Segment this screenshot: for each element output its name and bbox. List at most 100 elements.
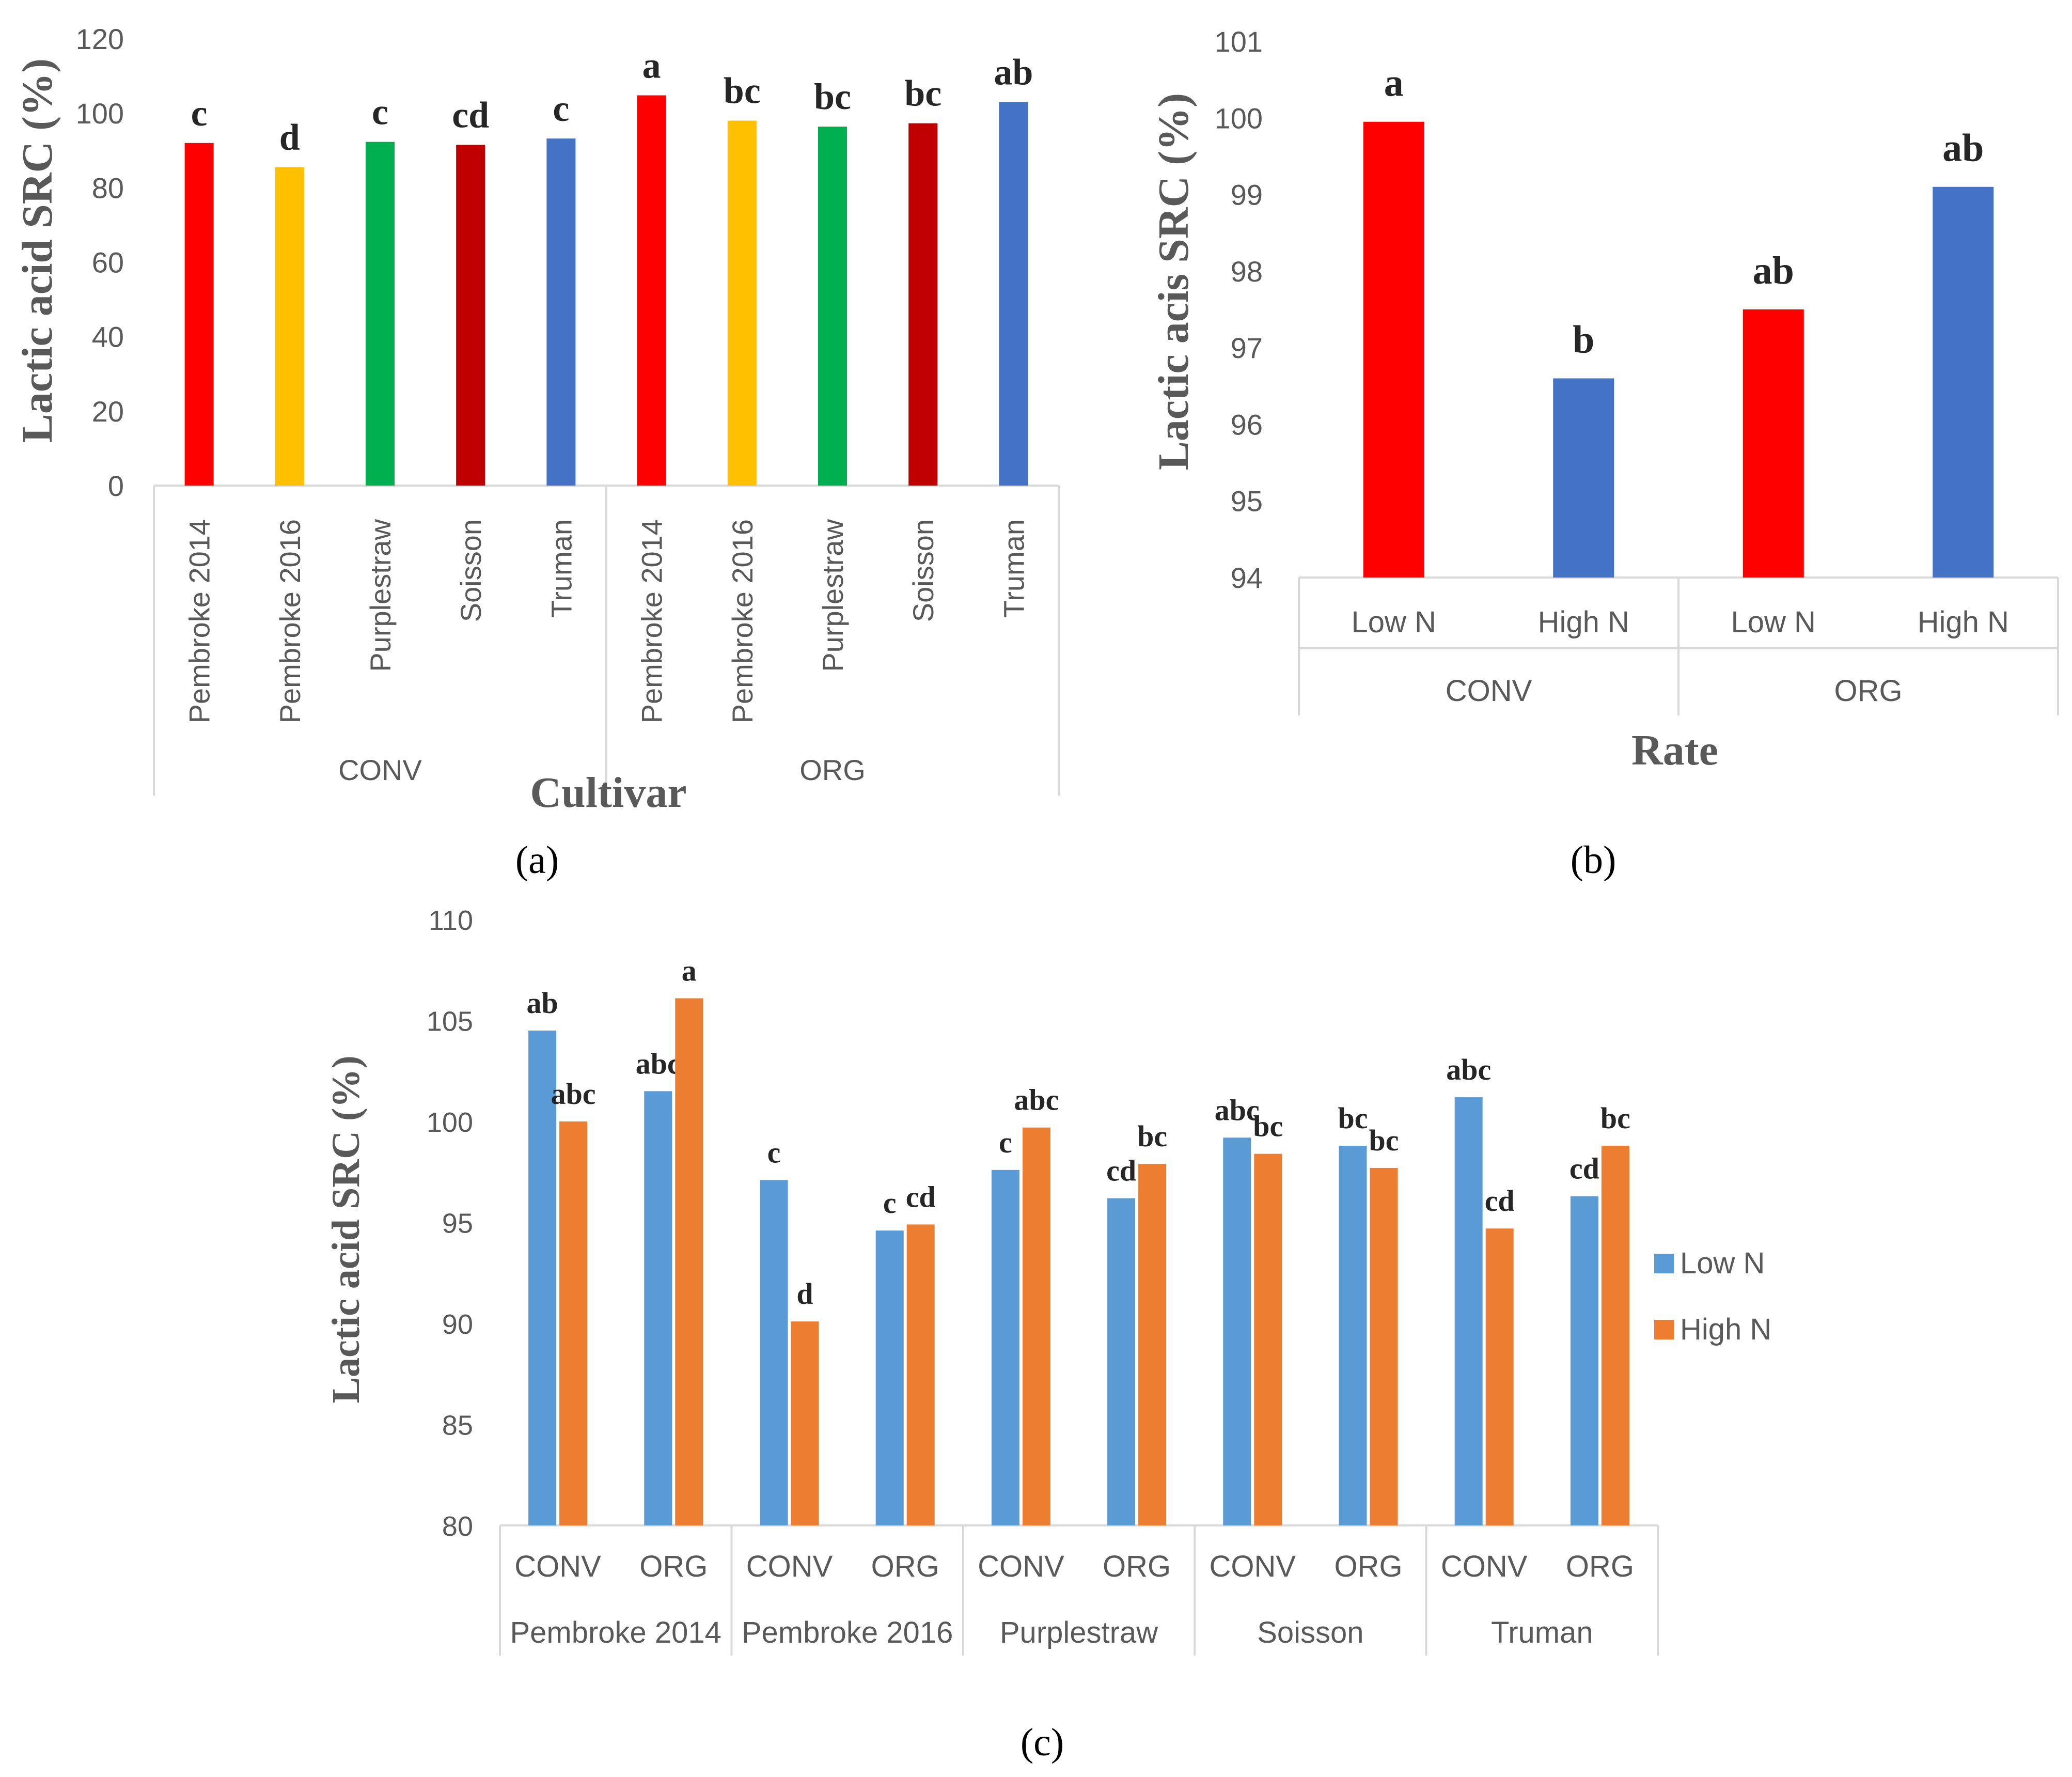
x-tick-label: ORG [1103, 1550, 1171, 1583]
x-tick-label: Soisson [454, 519, 487, 622]
bar-low-n [1107, 1198, 1136, 1525]
significance-letter: d [796, 1277, 813, 1311]
bar [1553, 378, 1614, 578]
group-label: Purplestraw [1000, 1616, 1158, 1649]
significance-letter: c [883, 1186, 897, 1220]
y-tick-label: 40 [92, 321, 124, 353]
x-tick-label: CONV [746, 1550, 833, 1583]
bar-high-n [559, 1121, 588, 1525]
significance-letter: b [1573, 318, 1594, 361]
bar [456, 145, 485, 486]
group-label: Soisson [1257, 1616, 1363, 1649]
bar-high-n [1254, 1154, 1282, 1525]
bar-low-n [1454, 1097, 1483, 1525]
x-tick-label: CONV [978, 1550, 1064, 1583]
x-tick-label: Truman [997, 519, 1030, 618]
significance-letter: bc [1338, 1101, 1368, 1135]
x-tick-label: Pembroke 2016 [726, 519, 759, 723]
x-tick-label: ORG [639, 1550, 708, 1583]
significance-letter: bc [904, 73, 941, 114]
significance-letter: ab [994, 52, 1033, 93]
bar-high-n [1485, 1228, 1514, 1525]
x-tick-label: ORG [1566, 1550, 1634, 1583]
x-tick-label: CONV [514, 1550, 601, 1583]
x-tick-label: ORG [871, 1550, 939, 1583]
panel-a-ylabel: Lactic acid SRC (%) [13, 58, 61, 443]
significance-letter: abc [551, 1077, 596, 1111]
y-tick-label: 94 [1231, 562, 1263, 594]
y-tick-label: 80 [442, 1511, 473, 1542]
y-tick-label: 100 [427, 1107, 473, 1138]
significance-letter: ab [1942, 127, 1984, 170]
x-tick-label: Truman [545, 519, 577, 618]
x-tick-label: Pembroke 2014 [636, 519, 668, 723]
bar [184, 143, 214, 486]
bar [999, 102, 1028, 486]
y-tick-label: 98 [1231, 255, 1263, 288]
group-label: Pembroke 2016 [742, 1616, 953, 1649]
group-label: ORG [1834, 674, 1902, 708]
significance-letter: bc [1137, 1119, 1167, 1153]
y-tick-label: 85 [442, 1410, 473, 1441]
significance-letter: cd [1106, 1154, 1136, 1188]
significance-letter: d [279, 117, 300, 158]
bar [727, 120, 757, 486]
panel-b-xlabel: Rate [1631, 726, 1718, 774]
x-tick-label: High N [1538, 605, 1629, 639]
significance-letter: a [682, 954, 697, 987]
significance-letter: a [642, 45, 661, 86]
x-tick-label: CONV [1441, 1550, 1528, 1583]
panel-a-label: (a) [515, 838, 559, 882]
significance-letter: cd [452, 94, 489, 135]
legend-label: Low N [1680, 1246, 1765, 1280]
y-tick-label: 120 [76, 23, 124, 55]
x-tick-label: Pembroke 2014 [183, 519, 216, 723]
chart-panel-c: 80 85 90 95 100 105 110 ab abc CONV abc a ORG Pembrok… [427, 905, 1771, 1656]
y-tick-label: 110 [429, 905, 473, 936]
group-label: CONV [338, 754, 422, 786]
bar-low-n [991, 1170, 1019, 1525]
chart-panel-a: 0 20 40 60 80 100 120 c Pembroke 2014 d Pembroke 2… [76, 23, 1060, 796]
bar-high-n [1138, 1164, 1167, 1525]
panel-c-label: (c) [1021, 1721, 1064, 1764]
significance-letter: bc [724, 70, 761, 112]
bar-low-n [644, 1091, 672, 1525]
bar [275, 167, 304, 486]
panel-b-ylabel: Lactic acis SRC (%) [1150, 93, 1198, 470]
legend-swatch [1654, 1254, 1674, 1273]
bar [1363, 121, 1424, 578]
x-tick-label: Low N [1731, 605, 1816, 639]
significance-letter: ab [1753, 249, 1794, 292]
bar [546, 138, 576, 486]
bar-low-n [1570, 1196, 1598, 1525]
significance-letter: cd [1485, 1184, 1515, 1218]
x-tick-label: Pembroke 2016 [274, 519, 306, 723]
bar-low-n [1339, 1145, 1367, 1525]
significance-letter: c [767, 1135, 781, 1169]
y-tick-label: 100 [76, 97, 124, 130]
bar-high-n [791, 1321, 819, 1525]
significance-letter: c [553, 88, 569, 129]
panel-b-label: (b) [1571, 838, 1616, 882]
bar-low-n [760, 1180, 788, 1525]
significance-letter: cd [1569, 1152, 1599, 1186]
group-label: Pembroke 2014 [510, 1616, 721, 1649]
significance-letter: abc [1446, 1053, 1491, 1086]
panel-a-xlabel: Cultivar [530, 769, 686, 817]
significance-letter: ab [526, 986, 558, 1020]
y-tick-label: 60 [92, 246, 124, 279]
x-tick-label: Purplestraw [364, 519, 397, 672]
bar-high-n [675, 998, 703, 1525]
bar [818, 127, 847, 486]
group-label: Truman [1491, 1616, 1593, 1649]
bar-low-n [528, 1031, 557, 1525]
significance-letter: bc [1369, 1124, 1399, 1157]
bar-low-n [1223, 1137, 1251, 1525]
significance-letter: abc [636, 1047, 681, 1080]
significance-letter: abc [1014, 1083, 1059, 1117]
bar [637, 95, 666, 486]
x-tick-label: ORG [1334, 1550, 1402, 1583]
bar-high-n [906, 1224, 935, 1525]
significance-letter: c [999, 1126, 1012, 1159]
